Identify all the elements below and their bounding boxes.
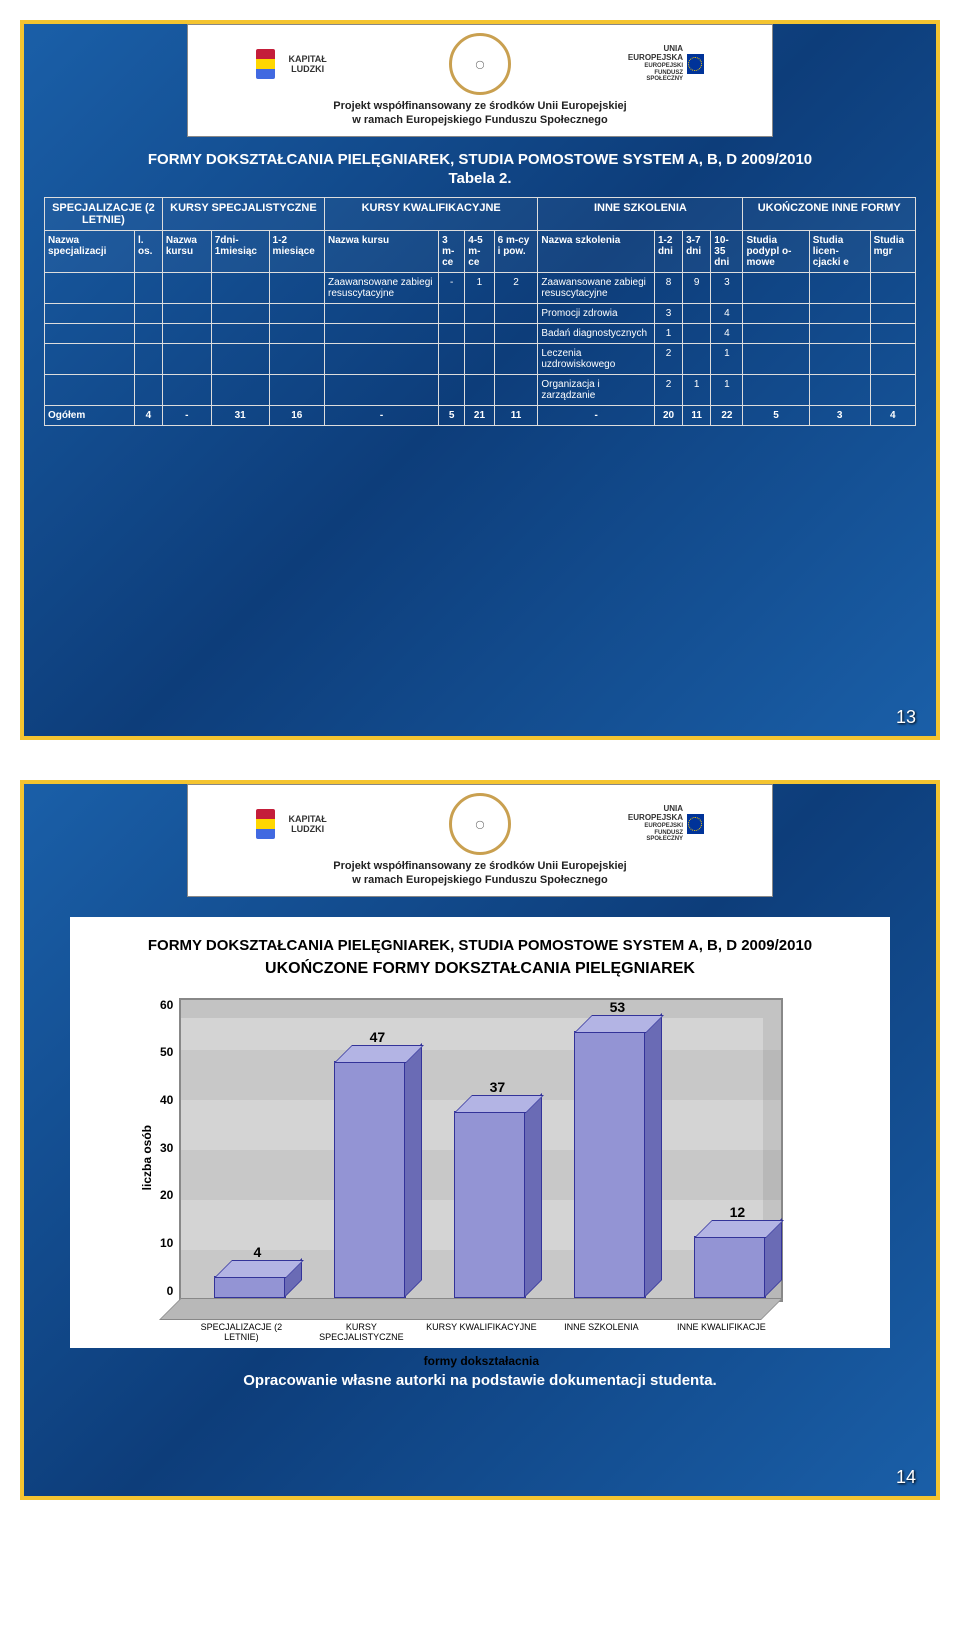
th-c1: Nazwa specjalizacji: [45, 230, 135, 272]
xtick-label: SPECJALIZACJE (2 LETNIE): [181, 1322, 301, 1342]
th-c5: 1-2 miesiące: [269, 230, 324, 272]
eu-sublabel: EUROPEJSKI FUNDUSZ SPOŁECZNY: [624, 63, 683, 83]
table-row: Badań diagnostycznych14: [45, 323, 916, 343]
slide-14: KAPITAŁ LUDZKI ◯ UNIA EUROPEJSKA EUROPEJ…: [20, 780, 940, 1500]
table-row: Zaawansowane zabiegi resuscytacyjne-12Za…: [45, 272, 916, 303]
chart-xlabel: formy dokształacnia: [181, 1354, 781, 1368]
bar-value-label: 53: [574, 999, 660, 1015]
th-c13: 10-35 dni: [711, 230, 743, 272]
table-row: Promocji zdrowia34: [45, 303, 916, 323]
slide-subtitle: Tabela 2.: [44, 170, 916, 187]
banner-text-2: w ramach Europejskiego Funduszu Społeczn…: [200, 113, 760, 127]
page-number: 14: [896, 1467, 916, 1488]
chart-xaxis-labels: SPECJALIZACJE (2 LETNIE)KURSY SPECJALIST…: [181, 1322, 781, 1342]
chart-area: 447375312 SPECJALIZACJE (2 LETNIE)KURSY …: [179, 998, 781, 1318]
kapital-label: KAPITAŁ LUDZKI: [279, 54, 336, 74]
th-c14: Studia podypl o-mowe: [743, 230, 809, 272]
total-label: Ogółem: [45, 405, 135, 425]
table-row: Organizacja i zarządzanie211: [45, 374, 916, 405]
slide-title: FORMY DOKSZTAŁCANIA PIELĘGNIAREK, STUDIA…: [44, 151, 916, 168]
eu-label: UNIA EUROPEJSKA: [624, 45, 683, 63]
kapital-ludzki-logo: KAPITAŁ LUDZKI: [256, 44, 336, 84]
bar-value-label: 4: [214, 1244, 300, 1260]
header-banner: KAPITAŁ LUDZKI ◯ UNIA EUROPEJSKA EUROPEJ…: [187, 24, 773, 137]
chart-title: UKOŃCZONE FORMY DOKSZTAŁCANIA PIELĘGNIAR…: [100, 960, 860, 978]
eu-flag-icon: [687, 814, 704, 834]
ytick-label: 60: [160, 998, 173, 1012]
th-c10: Nazwa szkolenia: [538, 230, 655, 272]
eu-logo: UNIA EUROPEJSKA EUROPEJSKI FUNDUSZ SPOŁE…: [624, 44, 704, 84]
kapital-icon: [256, 49, 275, 79]
th-c12: 3-7 dni: [683, 230, 711, 272]
eu-sublabel: EUROPEJSKI FUNDUSZ SPOŁECZNY: [624, 823, 683, 843]
slide-13: KAPITAŁ LUDZKI ◯ UNIA EUROPEJSKA EUROPEJ…: [20, 20, 940, 740]
th-group-kursy-spec: KURSY SPECJALISTYCZNE: [162, 197, 324, 230]
ytick-label: 20: [160, 1188, 173, 1202]
th-c6: Nazwa kursu: [324, 230, 438, 272]
bar-value-label: 47: [334, 1029, 420, 1045]
chart-overtitle: FORMY DOKSZTAŁCANIA PIELĘGNIAREK, STUDIA…: [100, 937, 860, 954]
header-banner: KAPITAŁ LUDZKI ◯ UNIA EUROPEJSKA EUROPEJ…: [187, 784, 773, 897]
th-c2: l. os.: [134, 230, 162, 272]
bar-value-label: 37: [454, 1079, 540, 1095]
th-c16: Studia mgr: [870, 230, 915, 272]
kapital-ludzki-logo: KAPITAŁ LUDZKI: [256, 804, 336, 844]
banner-text-1: Projekt współfinansowany ze środków Unii…: [200, 99, 760, 113]
th-c4: 7dni-1miesiąc: [211, 230, 269, 272]
th-c15: Studia licen-cjacki e: [809, 230, 870, 272]
bar-value-label: 12: [694, 1204, 780, 1220]
footer-caption: Opracowanie własne autorki na podstawie …: [44, 1372, 916, 1389]
kapital-icon: [256, 809, 275, 839]
ytick-label: 0: [160, 1284, 173, 1298]
xtick-label: KURSY SPECJALISTYCZNE: [301, 1322, 421, 1342]
ytick-label: 30: [160, 1141, 173, 1155]
ytick-label: 50: [160, 1045, 173, 1059]
xtick-label: INNE SZKOLENIA: [541, 1322, 661, 1342]
th-c11: 1-2 dni: [654, 230, 682, 272]
center-emblem-logo: ◯: [449, 793, 511, 855]
th-c3: Nazwa kursu: [162, 230, 211, 272]
chart-floor: [159, 1298, 783, 1320]
xtick-label: INNE KWALIFIKACJE: [661, 1322, 781, 1342]
eu-flag-icon: [687, 54, 704, 74]
page-number: 13: [896, 707, 916, 728]
th-c8: 4-5 m-ce: [465, 230, 494, 272]
table-total-row: Ogółem 4 - 31 16 - 5 21 11 - 20 11 22 5 …: [45, 405, 916, 425]
chart-yaxis: 60 50 40 30 20 10 0: [160, 998, 179, 1298]
th-group-inne-szkolenia: INNE SZKOLENIA: [538, 197, 743, 230]
xtick-label: KURSY KWALIFIKACYJNE: [421, 1322, 541, 1342]
ytick-label: 40: [160, 1093, 173, 1107]
banner-text-2: w ramach Europejskiego Funduszu Społeczn…: [200, 873, 760, 887]
eu-logo: UNIA EUROPEJSKA EUROPEJSKI FUNDUSZ SPOŁE…: [624, 804, 704, 844]
eu-label: UNIA EUROPEJSKA: [624, 805, 683, 823]
kapital-label: KAPITAŁ LUDZKI: [279, 814, 336, 834]
table-row: Leczenia uzdrowiskowego21: [45, 343, 916, 374]
th-group-kursy-kwal: KURSY KWALIFIKACYJNE: [324, 197, 537, 230]
center-emblem-logo: ◯: [449, 33, 511, 95]
chart-panel: FORMY DOKSZTAŁCANIA PIELĘGNIAREK, STUDIA…: [70, 917, 890, 1348]
banner-text-1: Projekt współfinansowany ze środków Unii…: [200, 859, 760, 873]
ytick-label: 10: [160, 1236, 173, 1250]
th-c9: 6 m-cy i pow.: [494, 230, 538, 272]
th-c7: 3 m-ce: [439, 230, 465, 272]
th-group-ukonczone: UKOŃCZONE INNE FORMY: [743, 197, 916, 230]
chart-ylabel: liczba osób: [140, 1125, 154, 1190]
data-table: SPECJALIZACJE (2 LETNIE) KURSY SPECJALIS…: [44, 197, 916, 426]
th-group-specjalizacje: SPECJALIZACJE (2 LETNIE): [45, 197, 163, 230]
